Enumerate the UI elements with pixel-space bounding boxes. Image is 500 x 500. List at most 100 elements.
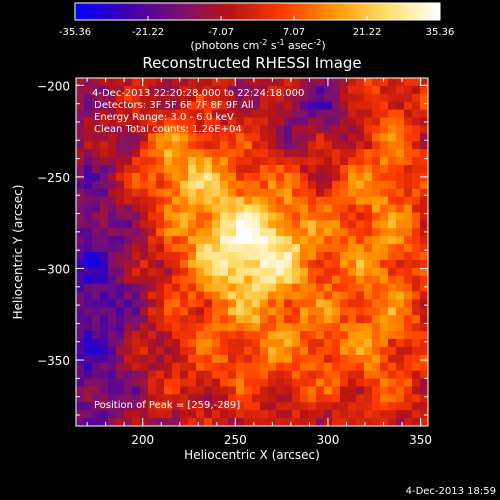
heatmap-cell [92,259,101,269]
heatmap-cell [92,418,101,426]
heatmap-cell [348,378,357,388]
heatmap-cell [372,323,381,332]
heatmap-cell [308,220,317,229]
heatmap-cell [324,252,333,261]
heatmap-cell [116,291,125,301]
heatmap-cell [324,291,333,301]
heatmap-cell [284,212,293,221]
heatmap-cell [420,244,428,253]
heatmap-cell [140,410,149,419]
heatmap-cell [332,291,341,301]
heatmap-cell [164,165,173,174]
heatmap-cell [84,410,93,419]
heatmap-cell [76,267,85,277]
heatmap-cell [212,275,221,285]
heatmap-cell [188,78,197,87]
heatmap-cell [268,378,277,388]
heatmap-cell [268,141,277,150]
heatmap-cell [252,149,261,158]
heatmap-cell [196,394,205,403]
heatmap-cell [356,418,365,426]
heatmap-cell [284,386,293,395]
heatmap-cell [156,117,165,127]
heatmap-cell [236,93,245,103]
heatmap-cell [188,252,197,261]
heatmap-cell [212,331,221,340]
heatmap-cell [100,141,109,150]
heatmap-cell [396,204,405,214]
heatmap-cell [212,220,221,229]
heatmap-cell [372,394,381,403]
heatmap-cell [108,339,117,348]
heatmap-cell [364,299,373,308]
heatmap-cell [364,275,373,285]
heatmap-cell [92,157,101,166]
heatmap-cell [316,323,325,332]
heatmap-cell [220,204,229,214]
heatmap-cell [276,93,285,103]
heatmap-cell [84,212,93,221]
heatmap-cell [364,236,373,245]
heatmap-cell [292,394,301,403]
heatmap-cell [108,172,117,182]
heatmap-cell [308,212,317,221]
heatmap-cell [164,299,173,308]
heatmap-cell [300,418,309,426]
heatmap-cell [348,188,357,198]
heatmap-cell [212,315,221,324]
heatmap-cell [420,85,428,95]
heatmap-cell [316,259,325,269]
heatmap-cell [308,244,317,253]
y-tick-label: −300 [37,262,70,276]
heatmap-cell [292,78,301,87]
heatmap-cell [316,410,325,419]
heatmap-cell [316,378,325,388]
heatmap-cell [108,283,117,293]
heatmap-cell [284,339,293,348]
heatmap-cell [220,283,229,293]
heatmap-cell [180,267,189,277]
heatmap-cell [340,125,349,134]
heatmap-cell [212,244,221,253]
heatmap-cell [220,149,229,158]
heatmap-cell [404,109,413,119]
heatmap-cell [100,204,109,214]
heatmap-cell [132,394,141,403]
heatmap-cell [100,133,109,142]
heatmap-cell [316,228,325,237]
heatmap-cell [356,85,365,95]
heatmap-cell [260,180,269,190]
heatmap-cell [316,299,325,308]
heatmap-cell [84,291,93,301]
heatmap-cell [364,141,373,150]
heatmap-cell [148,109,157,119]
heatmap-cell [172,362,181,372]
heatmap-cell [196,196,205,206]
heatmap-cell [148,236,157,245]
heatmap-cell [340,188,349,198]
heatmap-cell [276,188,285,198]
heatmap-cell [236,228,245,237]
heatmap-cell [300,220,309,229]
heatmap-cell [84,101,93,111]
heatmap-cell [340,307,349,316]
heatmap-cell [380,378,389,388]
heatmap-cell [268,291,277,301]
heatmap-cell [180,165,189,174]
heatmap-cell [268,188,277,198]
heatmap-cell [316,315,325,324]
heatmap-cell [316,418,325,426]
heatmap-cell [100,244,109,253]
heatmap-cell [148,259,157,269]
heatmap-cell [324,267,333,277]
heatmap-cell [156,244,165,253]
heatmap-cell [396,85,405,95]
heatmap-cell [396,157,405,166]
heatmap-cell [124,85,133,95]
heatmap-cell [212,307,221,316]
heatmap-cell [420,362,428,372]
heatmap-cell [172,315,181,324]
heatmap-cell [404,378,413,388]
heatmap-cell [228,259,237,269]
heatmap-cell [276,133,285,142]
